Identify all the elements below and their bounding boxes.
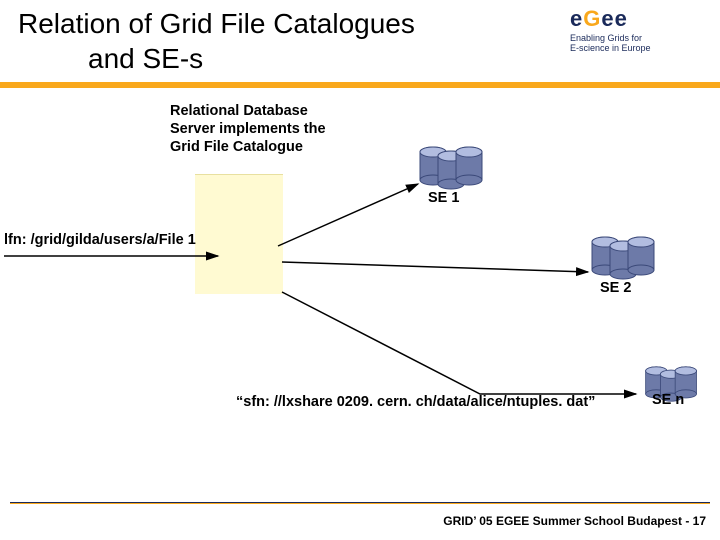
logo-mark: eGee — [570, 6, 710, 32]
slide-title: Relation of Grid File Catalogues and SE-… — [18, 6, 415, 76]
db-caption: Relational Database Server implements th… — [170, 102, 390, 156]
storage-element-se2 — [590, 234, 660, 280]
grid-file-catalogue-box — [195, 174, 283, 294]
lfn-label: lfn: /grid/gilda/users/a/File 1 — [4, 232, 196, 248]
sfn-label: “sfn: //lxshare 0209. cern. ch/data/alic… — [236, 394, 595, 410]
egee-logo: eGee Enabling Grids for E-science in Eur… — [570, 6, 710, 54]
header-accent-bar — [0, 82, 720, 88]
storage-element-se1 — [418, 144, 488, 190]
title-line-1: Relation of Grid File Catalogues — [18, 8, 415, 39]
diagram-area: Relational Database Server implements th… — [0, 94, 720, 494]
slide-header: Relation of Grid File Catalogues and SE-… — [0, 0, 720, 88]
se2-label: SE 2 — [600, 280, 631, 296]
se1-label: SE 1 — [428, 190, 459, 206]
logo-subtitle: Enabling Grids for E-science in Europe — [570, 34, 710, 54]
title-line-2: and SE-s — [18, 43, 203, 74]
footer-text: GRID’ 05 EGEE Summer School Budapest - 1… — [443, 514, 706, 528]
footer-divider — [10, 502, 710, 504]
sen-label: SE n — [652, 392, 684, 408]
